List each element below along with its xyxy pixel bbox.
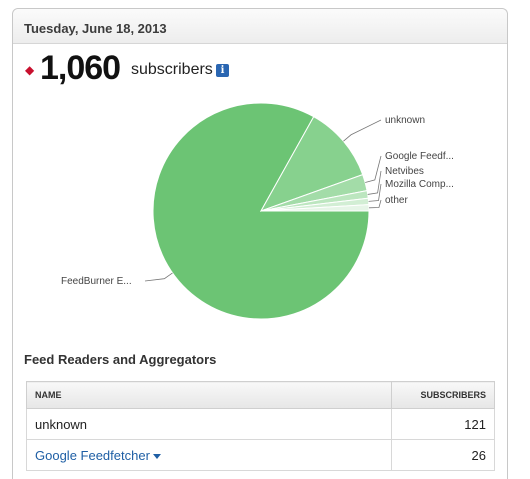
date-heading: Tuesday, June 18, 2013 bbox=[24, 21, 167, 36]
section-title: Feed Readers and Aggregators bbox=[24, 352, 217, 367]
table-header-row: NAME SUBSCRIBERS bbox=[26, 381, 495, 409]
table-row: Google Feedfetcher 26 bbox=[26, 439, 495, 471]
row-subscribers: 121 bbox=[391, 408, 495, 440]
row-name: unknown bbox=[26, 408, 392, 440]
google-feedfetcher-link[interactable]: Google Feedfetcher bbox=[35, 447, 150, 463]
pie-label: Netvibes bbox=[385, 166, 424, 177]
pie-leader-line bbox=[368, 183, 382, 202]
pie-label: other bbox=[385, 195, 408, 206]
pie-label: unknown bbox=[385, 115, 425, 126]
row-name-cell: Google Feedfetcher bbox=[26, 439, 392, 471]
subscriber-count-label: subscribers bbox=[131, 61, 213, 78]
pie-leader-line bbox=[368, 199, 382, 209]
pie-label: Google Feedf... bbox=[385, 151, 454, 162]
pie-leader-line bbox=[343, 119, 382, 142]
pie-label: Mozilla Comp... bbox=[385, 179, 454, 190]
subscribers-panel: Tuesday, June 18, 2013 ◆ 1,060 subscribe… bbox=[12, 8, 508, 479]
table-row: unknown 121 bbox=[26, 408, 495, 440]
chevron-down-icon[interactable] bbox=[152, 453, 161, 459]
subscribers-pie-chart: FeedBurner E... unknown Google Feedf... Net… bbox=[61, 102, 454, 320]
pie-leader-line bbox=[365, 155, 382, 183]
pie-leader-line bbox=[144, 272, 173, 282]
row-subscribers: 26 bbox=[391, 439, 495, 471]
feed-readers-table: NAME SUBSCRIBERS unknown 121 Google Feed… bbox=[26, 381, 495, 471]
pie-label: FeedBurner E... bbox=[61, 276, 132, 287]
column-header-name[interactable]: NAME bbox=[26, 381, 392, 409]
subscriber-count: 1,060 bbox=[40, 49, 121, 87]
diamond-bullet-icon: ◆ bbox=[25, 63, 35, 77]
pie-slice-unknown[interactable] bbox=[259, 116, 364, 212]
column-header-subscribers[interactable]: SUBSCRIBERS bbox=[391, 381, 495, 409]
info-icon[interactable]: i bbox=[216, 64, 229, 77]
panel-header bbox=[13, 9, 507, 44]
pie-leader-line bbox=[367, 170, 382, 195]
pie-slice-other[interactable] bbox=[260, 204, 370, 212]
